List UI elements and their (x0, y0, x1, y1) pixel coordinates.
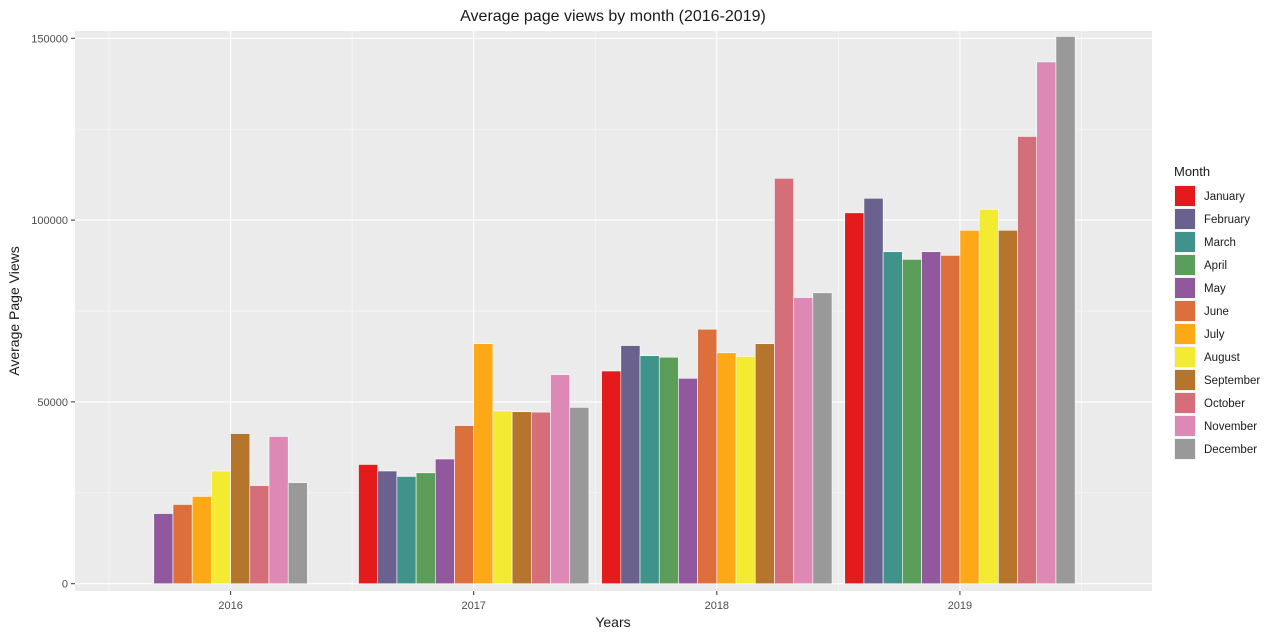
bar-2016-september (230, 433, 251, 585)
legend-label: May (1204, 283, 1226, 295)
bar-2017-january (358, 464, 379, 585)
x-tick-label: 2016 (218, 600, 242, 612)
legend-label: July (1204, 329, 1225, 341)
legend-key-july (1175, 324, 1195, 344)
x-axis: 2016 2017 2018 2019 (218, 591, 972, 612)
bar-2017-may (435, 458, 455, 585)
x-tick-label: 2017 (461, 600, 485, 612)
bar-2019-december (1055, 36, 1076, 585)
bar-2017-june (454, 425, 475, 585)
bar-2018-september (754, 343, 775, 585)
bar-2019-july (959, 229, 980, 585)
bar-2016-november (268, 436, 289, 585)
bar-2019-may (921, 251, 942, 585)
bar-2018-august (735, 356, 756, 585)
legend-label: October (1204, 398, 1245, 410)
bar-2018-january (601, 370, 622, 585)
y-tick-label: 0 (62, 579, 68, 591)
bar-2018-may (678, 377, 698, 585)
bar-2019-september (998, 229, 1018, 585)
bar-2017-september (511, 411, 532, 585)
bar-2018-april (658, 356, 679, 585)
bar-2017-december (569, 407, 590, 585)
bar-2019-november (1036, 61, 1057, 585)
bar-2017-february (377, 470, 398, 585)
legend-key-august (1175, 347, 1195, 367)
bar-2018-february (620, 345, 641, 585)
legend-label: September (1204, 375, 1260, 387)
legend-label: January (1204, 191, 1245, 203)
legend-label: February (1204, 214, 1250, 226)
bar-2019-august (978, 208, 999, 585)
bar-2019-january (844, 212, 865, 585)
bar-2018-march (639, 355, 660, 585)
y-tick-label: 100000 (31, 215, 68, 227)
bar-2017-march (396, 476, 417, 585)
bar-2017-november (550, 374, 571, 585)
bar-2017-august (492, 410, 513, 585)
bar-2018-november (793, 297, 814, 585)
legend-label: April (1204, 260, 1227, 272)
legend-key-june (1175, 301, 1195, 321)
bar-2016-july (191, 496, 212, 585)
legend-key-january (1175, 186, 1195, 206)
bar-2016-august (211, 470, 231, 585)
bar-2019-april (902, 259, 922, 585)
legend-key-may (1175, 278, 1195, 298)
bar-2019-march (882, 251, 903, 585)
bar-2017-october (531, 411, 551, 585)
bar-2018-october (774, 177, 794, 585)
legend-key-november (1175, 416, 1195, 436)
bar-2019-june (940, 255, 961, 585)
y-axis: 0 50000 100000 150000 (31, 33, 75, 591)
legend-key-december (1175, 439, 1195, 459)
legend-key-april (1175, 255, 1195, 275)
bar-2018-december (812, 292, 833, 585)
y-tick-label: 50000 (37, 397, 68, 409)
bar-2019-october (1017, 136, 1038, 585)
legend-label: November (1204, 421, 1257, 433)
x-axis-title: Years (595, 614, 630, 630)
bars (153, 36, 1076, 585)
legend-key-february (1175, 209, 1195, 229)
y-tick-label: 150000 (31, 33, 68, 45)
chart-title: Average page views by month (2016-2019) (460, 8, 766, 25)
legend-title: Month (1174, 164, 1210, 179)
x-tick-label: 2019 (948, 600, 972, 612)
legend: Month January February March April May June Ju… (1174, 164, 1260, 460)
x-tick-label: 2018 (705, 600, 729, 612)
legend-label: August (1204, 352, 1241, 364)
bar-2017-july (473, 343, 494, 585)
bar-2016-october (249, 485, 270, 585)
bar-2019-february (863, 197, 884, 585)
legend-key-october (1175, 393, 1195, 413)
bar-2018-june (697, 328, 718, 585)
legend-label: March (1204, 237, 1236, 249)
legend-label: June (1204, 306, 1229, 318)
y-axis-title: Average Page Views (6, 246, 22, 375)
legend-label: December (1204, 444, 1257, 456)
bar-2016-june (172, 504, 193, 585)
bar-2018-july (716, 352, 737, 585)
bar-2017-april (415, 472, 436, 585)
bar-2016-may (153, 513, 174, 585)
bar-2016-december (287, 482, 308, 585)
legend-key-september (1175, 370, 1195, 390)
legend-key-march (1175, 232, 1195, 252)
